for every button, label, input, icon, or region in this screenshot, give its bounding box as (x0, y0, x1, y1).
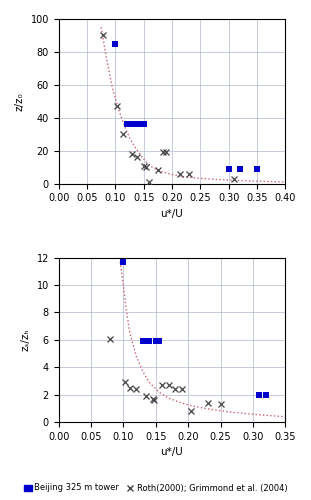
Y-axis label: zₛ/zₕ: zₛ/zₕ (21, 328, 31, 351)
Point (226, 165, 231, 173)
Point (140, 338, 145, 345)
Point (263, 391, 268, 399)
Point (156, 338, 161, 345)
Point (153, 338, 158, 345)
Point (121, 258, 126, 266)
Point (254, 165, 259, 173)
Point (147, 338, 152, 345)
Point (141, 120, 146, 128)
Legend: Beijing 325 m tower, Roth(2000); Grimmond et al. (2004): Beijing 325 m tower, Roth(2000); Grimmon… (20, 480, 291, 496)
Point (124, 120, 129, 128)
Point (136, 120, 141, 128)
Point (237, 165, 242, 173)
X-axis label: u*/U: u*/U (160, 448, 183, 458)
Point (113, 40, 118, 48)
Y-axis label: z/z₀: z/z₀ (15, 92, 25, 110)
X-axis label: u*/U: u*/U (160, 209, 183, 219)
Point (130, 120, 135, 128)
Point (257, 391, 262, 399)
